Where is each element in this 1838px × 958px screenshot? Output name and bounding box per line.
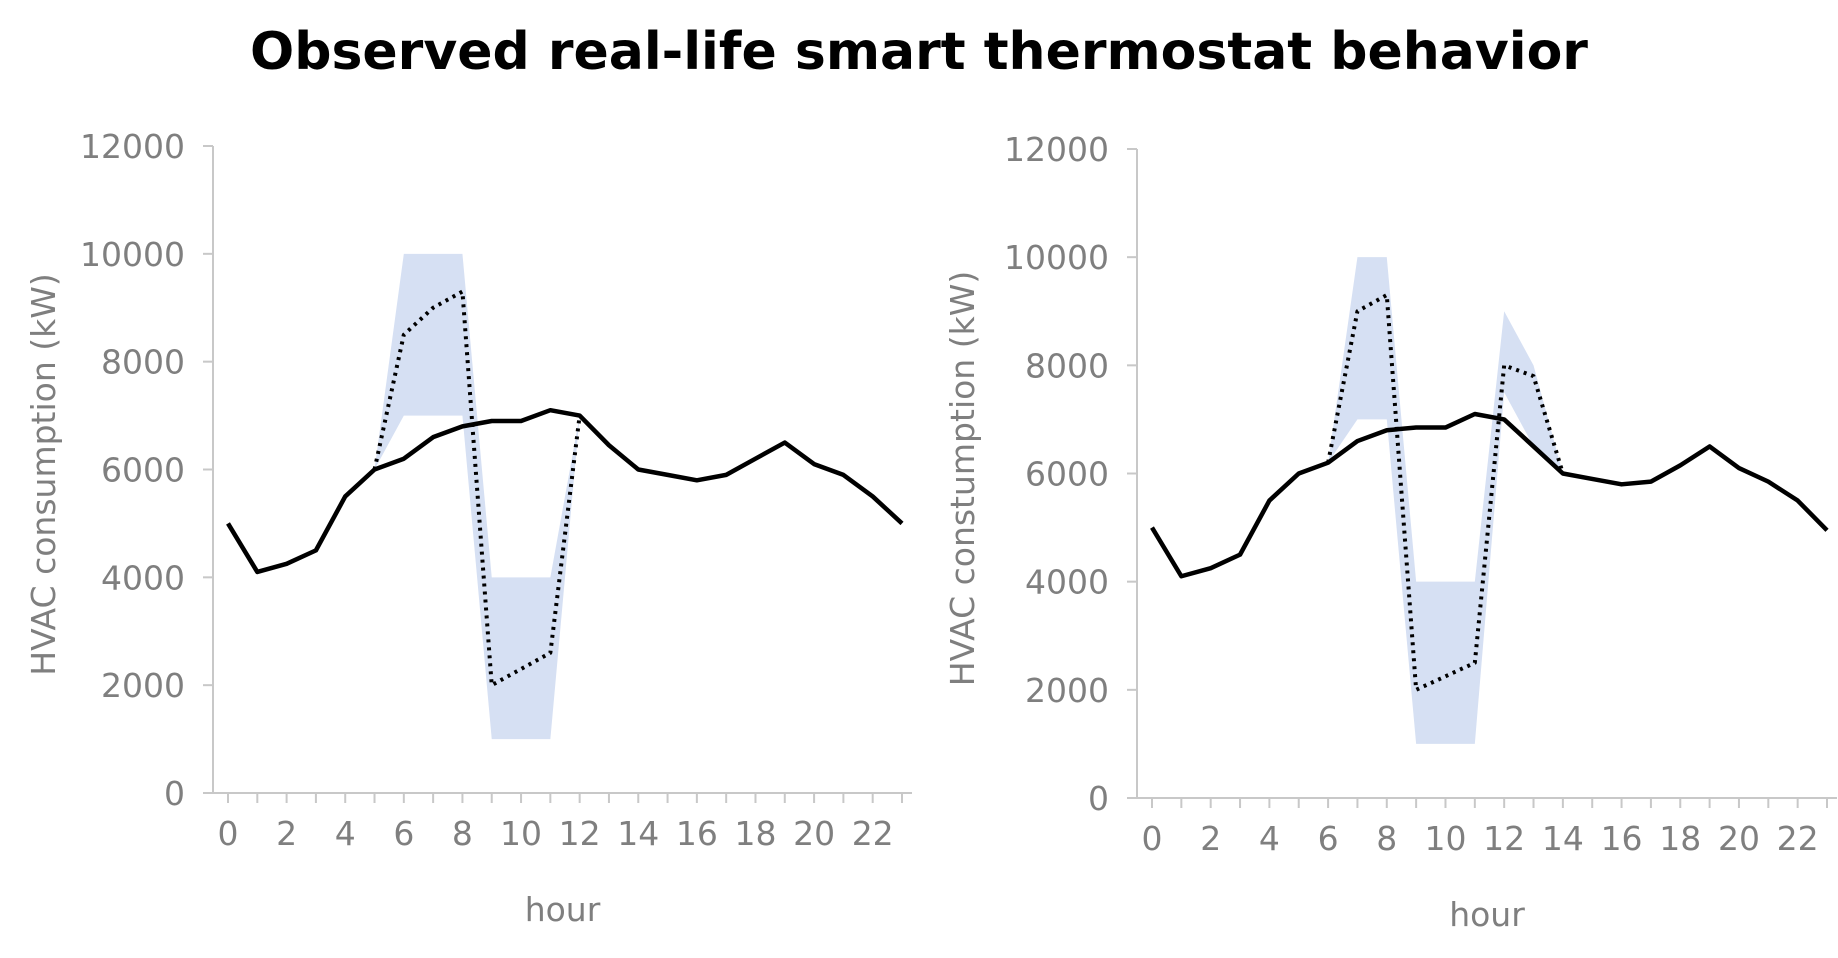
y-axis-label: HVAC constumption (kW) xyxy=(943,271,982,686)
x-tick-label: 22 xyxy=(1777,819,1819,858)
series-solid-line xyxy=(226,407,904,575)
x-axis-label: hour xyxy=(525,890,601,929)
x-tick-label: 4 xyxy=(335,814,356,853)
x-tick-label: 10 xyxy=(1424,819,1466,858)
x-tick-label: 6 xyxy=(1318,819,1339,858)
y-tick-label: 8000 xyxy=(101,343,185,382)
shaded-band xyxy=(1328,257,1563,744)
y-tick-label: 12000 xyxy=(80,127,185,166)
x-tick-label: 8 xyxy=(452,814,473,853)
x-tick-label: 0 xyxy=(218,814,239,853)
y-tick-label: 0 xyxy=(1088,779,1109,818)
y-tick-label: 10000 xyxy=(1004,238,1109,277)
x-tick-label: 16 xyxy=(676,814,718,853)
y-tick-label: 12000 xyxy=(1004,130,1109,169)
x-tick-label: 20 xyxy=(1718,819,1760,858)
series-dotted-line xyxy=(1326,293,1565,692)
y-tick-label: 4000 xyxy=(1025,563,1109,602)
chart-title: Observed real-life smart thermostat beha… xyxy=(250,22,1588,82)
x-tick-label: 2 xyxy=(1200,819,1221,858)
y-tick-label: 2000 xyxy=(101,666,185,705)
y-tick-label: 10000 xyxy=(80,235,185,274)
x-tick-label: 14 xyxy=(617,814,659,853)
y-axis-label: HVAC consumption (kW) xyxy=(24,273,63,675)
y-tick-label: 4000 xyxy=(101,558,185,597)
y-tick-label: 6000 xyxy=(101,451,185,490)
x-tick-label: 22 xyxy=(852,814,894,853)
y-tick-label: 2000 xyxy=(1025,671,1109,710)
series-dotted-line xyxy=(372,289,582,688)
x-tick-label: 12 xyxy=(559,814,601,853)
x-tick-label: 18 xyxy=(734,814,776,853)
x-tick-label: 0 xyxy=(1142,819,1163,858)
x-tick-label: 16 xyxy=(1601,819,1643,858)
x-tick-label: 20 xyxy=(793,814,835,853)
y-tick-label: 6000 xyxy=(1025,455,1109,494)
x-tick-label: 12 xyxy=(1483,819,1525,858)
y-tick-label: 0 xyxy=(164,774,185,813)
series-solid-line xyxy=(1150,411,1829,579)
x-axis-label: hour xyxy=(1449,895,1525,934)
x-tick-label: 18 xyxy=(1659,819,1701,858)
y-tick-label: 8000 xyxy=(1025,346,1109,385)
x-tick-label: 2 xyxy=(276,814,297,853)
x-tick-label: 6 xyxy=(393,814,414,853)
x-tick-label: 4 xyxy=(1259,819,1280,858)
x-tick-label: 10 xyxy=(500,814,542,853)
x-tick-label: 8 xyxy=(1376,819,1397,858)
x-tick-label: 14 xyxy=(1542,819,1584,858)
